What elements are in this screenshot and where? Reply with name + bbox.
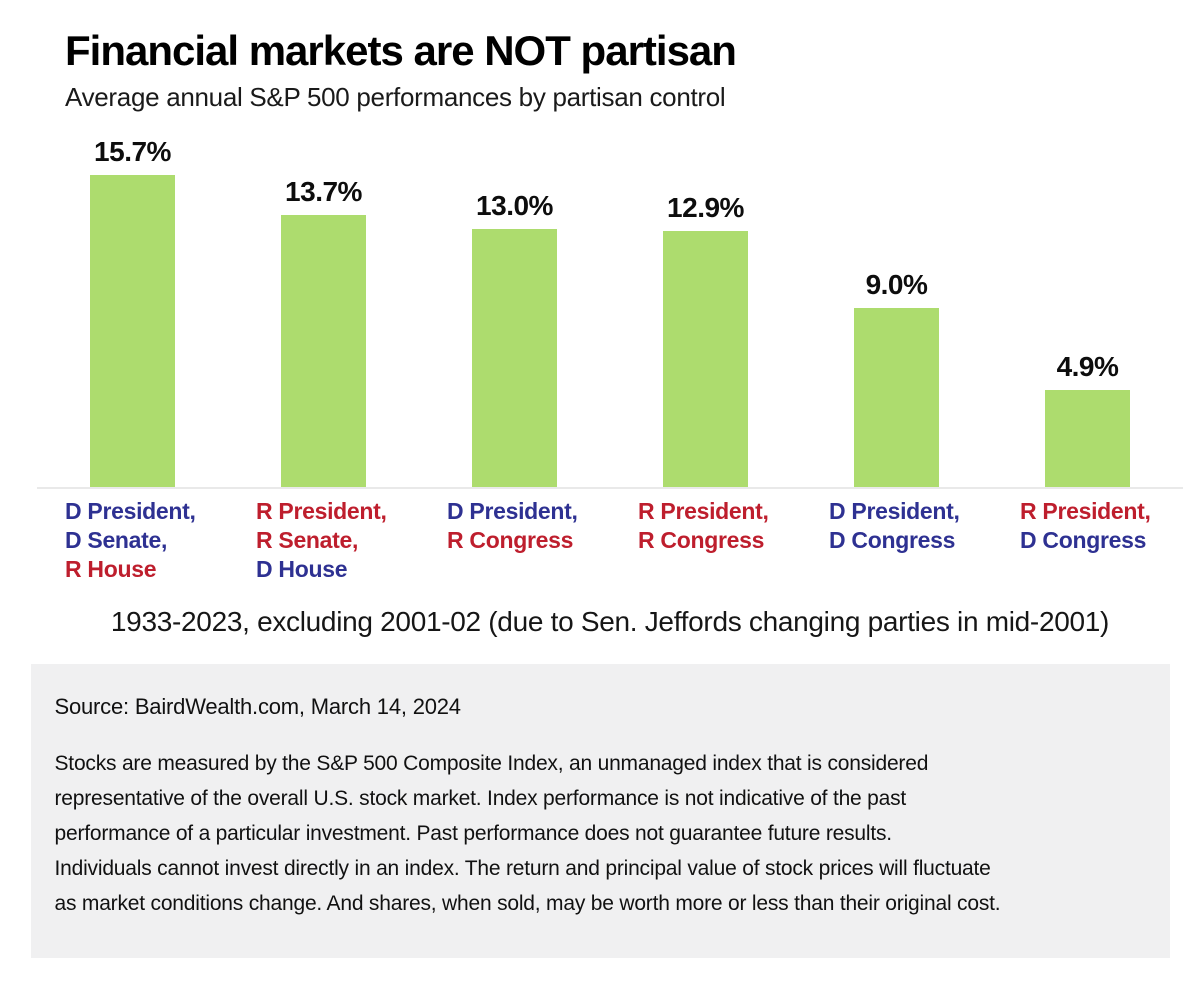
bar-group: 4.9%: [992, 351, 1183, 488]
disclaimer-line: Individuals cannot invest directly in an…: [54, 857, 991, 881]
category-label-line: D President,: [829, 498, 960, 525]
category-label: D President, D Congress: [801, 497, 992, 584]
bar-group: 9.0%: [801, 269, 992, 488]
bar: [90, 175, 175, 488]
chart-title: Financial markets are NOT partisan: [65, 27, 737, 74]
bar-value-label: 13.0%: [476, 190, 553, 222]
category-label-line: D Senate,: [65, 527, 168, 554]
bar-value-label: 9.0%: [865, 269, 928, 301]
source-text: Source: BairdWealth.com, March 14, 2024: [54, 694, 462, 720]
disclaimer-line: representative of the overall U.S. stock…: [54, 787, 907, 811]
disclaimer-line: as market conditions change. And shares,…: [54, 892, 1001, 916]
category-label-line: D Congress: [1020, 527, 1147, 554]
bar-value-label: 15.7%: [94, 136, 171, 168]
footer-box: Source: BairdWealth.com, March 14, 2024 …: [30, 664, 1170, 959]
disclaimer-line: performance of a particular investment. …: [54, 822, 893, 846]
category-label-line: R President,: [1020, 498, 1151, 525]
chart-note: 1933-2023, excluding 2001-02 (due to Sen…: [110, 606, 1110, 638]
category-label-line: R President,: [256, 498, 387, 525]
category-label-line: D House: [256, 556, 348, 583]
category-label: R President, R Senate, D House: [228, 497, 419, 584]
category-label-line: R President,: [638, 498, 769, 525]
category-label: R President, D Congress: [992, 497, 1183, 584]
bar-group: 12.9%: [610, 192, 801, 488]
category-axis: D President, D Senate, R House R Preside…: [37, 497, 1183, 584]
bar: [663, 231, 748, 488]
category-label-line: R Congress: [638, 527, 765, 554]
bar-value-label: 13.7%: [285, 176, 362, 208]
bar-value-label: 12.9%: [667, 192, 744, 224]
category-label-line: R House: [65, 556, 157, 583]
bar: [1045, 390, 1130, 488]
bar-group: 13.7%: [228, 176, 419, 488]
category-label-line: R Senate,: [256, 527, 359, 554]
category-label-line: D Congress: [829, 527, 956, 554]
disclaimer-line: Stocks are measured by the S&P 500 Compo…: [54, 752, 929, 776]
infographic-page: Financial markets are NOT partisan Avera…: [0, 27, 1200, 988]
chart-plot-area: 15.7% 13.7% 13.0% 12.9% 9.0% 4.9%: [37, 136, 1183, 490]
bar: [472, 229, 557, 488]
bar-value-label: 4.9%: [1056, 351, 1119, 383]
category-label-line: D President,: [447, 498, 578, 525]
category-label: D President, R Congress: [419, 497, 610, 584]
category-label-line: R Congress: [447, 527, 574, 554]
category-label: R President, R Congress: [610, 497, 801, 584]
bar-group: 15.7%: [37, 136, 228, 488]
disclaimer-text: Stocks are measured by the S&P 500 Compo…: [55, 746, 1150, 921]
bar-group: 13.0%: [419, 190, 610, 488]
bar: [854, 308, 939, 488]
bar: [281, 215, 366, 488]
chart-subtitle: Average annual S&P 500 performances by p…: [65, 82, 726, 113]
category-label: D President, D Senate, R House: [37, 497, 228, 584]
category-label-line: D President,: [65, 498, 196, 525]
bar-chart: 15.7% 13.7% 13.0% 12.9% 9.0% 4.9%: [37, 136, 1183, 638]
